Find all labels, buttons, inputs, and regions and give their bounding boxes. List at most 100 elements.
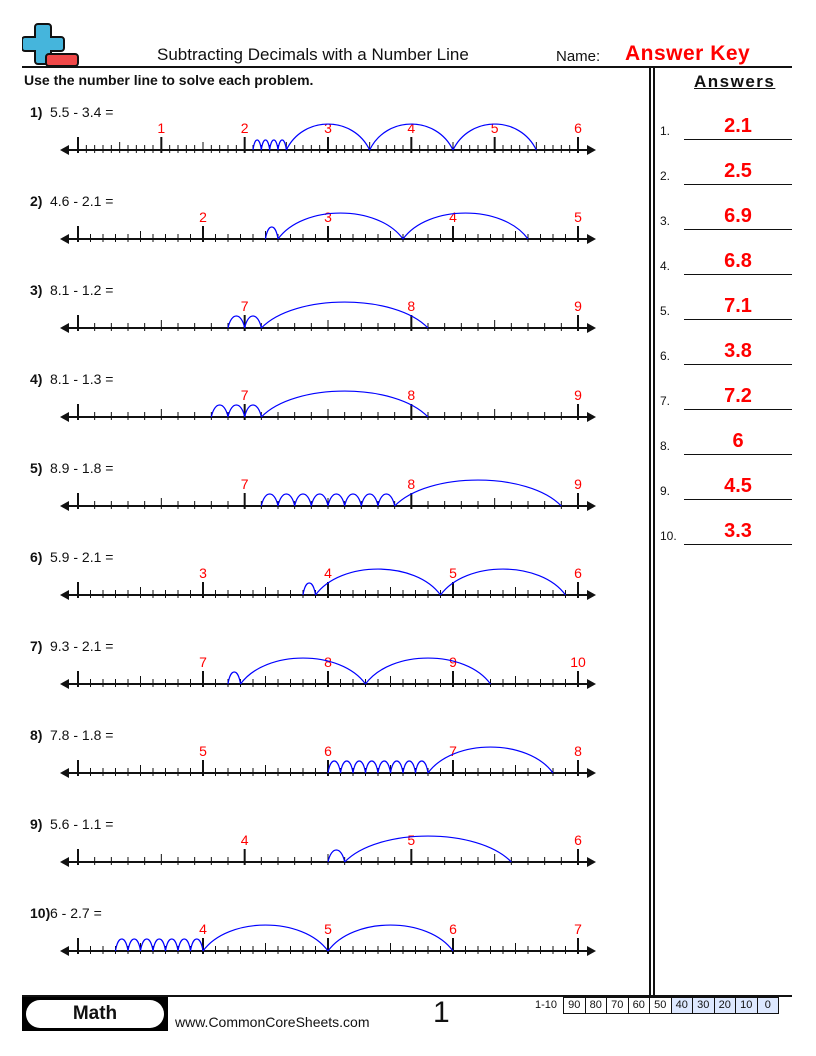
tick-label: 9 — [574, 387, 582, 403]
answer-row: 3. 6.9 — [660, 200, 792, 230]
problem-number: 3) — [30, 282, 43, 298]
problem-number: 1) — [30, 104, 43, 120]
arrow-right-icon — [587, 590, 596, 600]
problem-number: 9) — [30, 816, 43, 832]
answer-blank — [684, 229, 792, 230]
answer-blank — [684, 319, 792, 320]
column-divider — [653, 67, 655, 995]
jump-arc-whole — [277, 212, 404, 240]
jump-arc-tenth — [152, 938, 167, 952]
problem-number: 10) — [30, 905, 51, 921]
jump-arc-tenth — [377, 493, 396, 507]
answer-blank — [684, 544, 792, 545]
problem-expression: 4.6 - 2.1 = — [50, 193, 114, 209]
jump-arc-tenth — [114, 938, 129, 952]
tick-label: 4 — [449, 209, 457, 225]
tick-label: 6 — [574, 120, 582, 136]
answer-value: 6 — [732, 430, 744, 452]
answer-number: 7. — [660, 394, 671, 408]
site-url: www.CommonCoreSheets.com — [175, 1014, 370, 1030]
tick-label: 10 — [570, 654, 586, 670]
name-label: Name: — [556, 48, 601, 65]
tick-label: 4 — [199, 921, 207, 937]
score-cell: 50 — [650, 997, 672, 1014]
jump-arc-tenth — [244, 315, 262, 329]
arrow-left-icon — [60, 768, 69, 778]
jump-arc-whole — [344, 835, 512, 863]
jump-arc-tenth — [227, 671, 242, 685]
answer-number: 9. — [660, 484, 671, 498]
tick-label: 7 — [241, 476, 249, 492]
number-line: 1 2 3 4 5 6 — [60, 120, 596, 155]
jump-arc-whole — [452, 123, 537, 151]
answer-number: 3. — [660, 214, 671, 228]
answer-row: 5. 7.1 — [660, 290, 792, 320]
answer-value: 6.9 — [724, 205, 752, 227]
arrow-right-icon — [587, 412, 596, 422]
score-cell: 0 — [757, 997, 779, 1014]
problem-label: 5) 8.9 - 1.8 = — [30, 460, 113, 476]
tick-label: 5 — [449, 565, 457, 581]
column-divider — [649, 67, 651, 995]
answer-row: 7. 7.2 — [660, 380, 792, 410]
answer-blank — [684, 274, 792, 275]
jump-arc-whole — [440, 568, 566, 596]
jump-arc-tenth — [264, 226, 279, 240]
tick-label: 4 — [407, 120, 415, 136]
tick-label: 7 — [199, 654, 207, 670]
jump-arc-tenth — [414, 760, 429, 774]
jump-arc-tenth — [402, 760, 417, 774]
jump-arc-whole — [402, 212, 529, 240]
answer-row: 2. 2.5 — [660, 155, 792, 185]
problem-expression: 5.9 - 2.1 = — [50, 549, 114, 565]
instructions: Use the number line to solve each proble… — [24, 72, 314, 88]
jump-arc-tenth — [352, 760, 367, 774]
tick-label: 8 — [574, 743, 582, 759]
tick-label: 7 — [241, 387, 249, 403]
jump-arc-whole — [260, 301, 429, 329]
tick-label: 5 — [407, 832, 415, 848]
problem-label: 2) 4.6 - 2.1 = — [30, 193, 113, 209]
score-cell: 60 — [628, 997, 650, 1014]
problem-expression: 6 - 2.7 = — [50, 905, 102, 921]
problem-label: 3) 8.1 - 1.2 = — [30, 282, 113, 298]
jump-arc-tenth — [227, 315, 246, 329]
jump-arc-tenth — [389, 760, 404, 774]
problem-expression: 8.1 - 1.2 = — [50, 282, 114, 298]
number-line: 3 4 5 6 — [60, 565, 596, 600]
name-value: Answer Key — [625, 42, 751, 65]
problem-label: 1) 5.5 - 3.4 = — [30, 104, 113, 120]
arrow-left-icon — [60, 679, 69, 689]
problem-expression: 9.3 - 2.1 = — [50, 638, 114, 654]
jump-arc-tenth — [310, 493, 329, 507]
footer-divider — [22, 995, 792, 997]
arrow-right-icon — [587, 323, 596, 333]
score-cell: 10 — [736, 997, 758, 1014]
problem-label: 10)6 - 2.7 = — [30, 905, 102, 921]
jump-arc-tenth — [360, 493, 379, 507]
tick-label: 8 — [407, 387, 415, 403]
arrow-right-icon — [587, 768, 596, 778]
tick-label: 8 — [407, 298, 415, 314]
answer-row: 10. 3.3 — [660, 515, 792, 545]
jump-arc-tenth — [277, 139, 287, 151]
arrow-left-icon — [60, 946, 69, 956]
problem-expression: 8.9 - 1.8 = — [50, 460, 114, 476]
problem-number: 4) — [30, 371, 43, 387]
answer-blank — [684, 454, 792, 455]
problem-expression: 5.6 - 1.1 = — [50, 816, 114, 832]
jump-arc-tenth — [327, 760, 342, 774]
jump-arc-tenth — [177, 938, 192, 952]
jump-arc-whole — [365, 657, 491, 685]
number-line: 7 8 9 10 — [60, 654, 596, 689]
jump-arc-whole — [285, 123, 371, 151]
arrow-left-icon — [60, 323, 69, 333]
jump-arc-whole — [202, 924, 329, 952]
tick-label: 5 — [199, 743, 207, 759]
score-cell: 80 — [585, 997, 607, 1014]
tick-label: 2 — [199, 209, 207, 225]
problem-expression: 8.1 - 1.3 = — [50, 371, 114, 387]
tick-label: 7 — [449, 743, 457, 759]
number-line: 4 5 6 7 — [60, 921, 596, 956]
jump-arc-tenth — [244, 404, 262, 418]
